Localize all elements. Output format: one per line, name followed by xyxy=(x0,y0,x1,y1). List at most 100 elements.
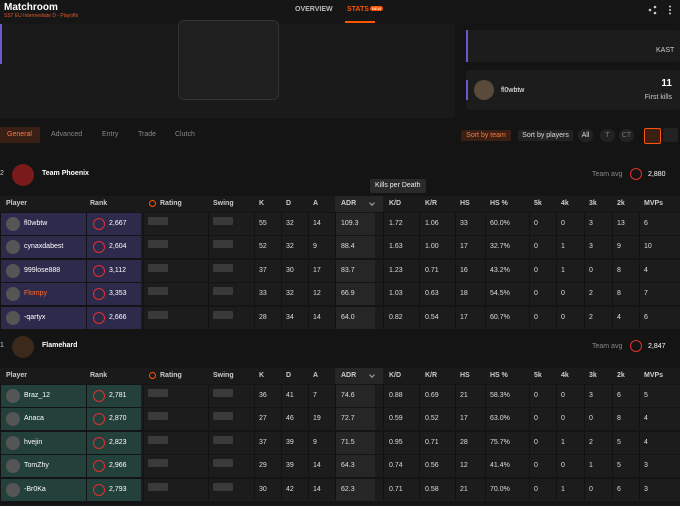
tab[interactable]: General xyxy=(7,131,32,138)
column-separator xyxy=(485,455,486,478)
elo: 3,112 xyxy=(109,266,126,274)
rating-icon xyxy=(149,372,156,379)
column-separator xyxy=(419,455,420,478)
column-separator xyxy=(556,306,557,329)
avatar xyxy=(6,240,20,255)
column-header: 2k xyxy=(617,372,625,379)
stat: 60.0% xyxy=(490,220,510,227)
column-separator xyxy=(584,306,585,329)
stat: 5 xyxy=(644,392,648,399)
column-separator xyxy=(455,236,456,259)
stat: 3 xyxy=(589,392,593,399)
stat: 6 xyxy=(644,313,648,321)
column-separator xyxy=(639,408,640,431)
swing-placeholder xyxy=(213,412,233,421)
team-avg-elo: 2,880 xyxy=(648,171,666,178)
player-name: -qartyx xyxy=(24,313,46,321)
column-separator xyxy=(383,213,384,235)
column-separator xyxy=(612,455,613,478)
stat-card xyxy=(466,30,680,62)
column-separator xyxy=(335,283,336,306)
accent xyxy=(466,30,468,62)
filter-button[interactable]: CT xyxy=(619,129,634,142)
rating-placeholder xyxy=(148,310,168,319)
sort-button[interactable]: Sort by team xyxy=(461,130,511,141)
stat: 1.72 xyxy=(389,220,403,227)
avatar xyxy=(474,80,494,100)
column-separator xyxy=(86,385,87,407)
subtitle: SS7 EU Intermediate D - Playoffs xyxy=(4,13,79,19)
stat: 8 xyxy=(617,290,621,298)
column-separator xyxy=(529,408,530,431)
column-separator xyxy=(335,306,336,329)
stat: 21 xyxy=(460,485,468,493)
column-separator xyxy=(383,385,384,407)
column-separator xyxy=(383,283,384,306)
stat: 60.7% xyxy=(490,313,510,321)
column-separator xyxy=(86,259,87,282)
swing-placeholder xyxy=(213,482,233,491)
stat-card xyxy=(466,70,680,110)
player-cell xyxy=(0,408,141,431)
stat: 0 xyxy=(534,415,538,423)
stat: 74.6 xyxy=(341,392,355,399)
stat: 37 xyxy=(259,438,267,446)
stat: 1.23 xyxy=(389,266,403,274)
adr-cell xyxy=(335,283,375,306)
column-separator xyxy=(143,283,144,306)
column-separator xyxy=(143,455,144,478)
column-separator xyxy=(485,408,486,431)
stat: 17 xyxy=(460,313,468,321)
tab[interactable]: Clutch xyxy=(175,131,195,138)
column-separator xyxy=(639,236,640,259)
column-separator xyxy=(639,213,640,235)
column-separator xyxy=(455,259,456,282)
avatar xyxy=(6,389,20,403)
adr-cell xyxy=(335,306,375,329)
stat: 32 xyxy=(286,290,294,298)
column-separator xyxy=(281,213,282,235)
elo: 2,823 xyxy=(109,438,127,446)
swing-placeholder xyxy=(213,389,233,397)
stat: 6 xyxy=(617,485,621,493)
stat: 0.71 xyxy=(389,485,403,493)
filter-button[interactable]: T xyxy=(600,129,615,142)
column-header: MVPs xyxy=(644,200,664,207)
column-separator xyxy=(383,478,384,501)
filter-button[interactable]: All xyxy=(578,129,593,142)
view-toggle[interactable] xyxy=(644,128,661,144)
column-separator xyxy=(335,431,336,454)
stat: 2 xyxy=(589,313,593,321)
tab[interactable]: Entry xyxy=(102,131,119,138)
team-score: 1 xyxy=(0,342,4,349)
tab[interactable]: Trade xyxy=(138,131,157,138)
column-separator xyxy=(485,385,486,407)
stat: 36 xyxy=(259,392,267,399)
adr-cell xyxy=(335,213,375,235)
column-separator xyxy=(308,236,309,259)
nav-tab[interactable]: STATS xyxy=(347,6,369,13)
stat: 62.3 xyxy=(341,485,355,493)
stat: 0.59 xyxy=(389,415,403,423)
level-icon xyxy=(630,168,642,180)
tab[interactable]: Advanced xyxy=(51,131,83,138)
column-separator xyxy=(529,306,530,329)
column-separator xyxy=(529,455,530,478)
column-separator xyxy=(556,385,557,407)
column-separator xyxy=(485,478,486,501)
column-separator xyxy=(639,385,640,407)
column-separator xyxy=(335,385,336,407)
stat: 42 xyxy=(286,485,294,493)
stat: 39 xyxy=(286,438,294,446)
stat: 9 xyxy=(617,243,621,251)
tab-active-bg xyxy=(0,127,40,143)
stat: 5 xyxy=(617,462,621,470)
view-toggle[interactable] xyxy=(663,128,678,142)
player-name: -Br0Ka xyxy=(24,485,46,493)
stat: 4 xyxy=(644,266,648,274)
nav-tab[interactable]: OVERVIEW xyxy=(295,6,333,13)
column-separator xyxy=(335,213,336,235)
sort-button[interactable]: Sort by players xyxy=(518,130,573,141)
adr-header-bg xyxy=(335,196,383,212)
tooltip: Kills per Death xyxy=(370,179,426,193)
